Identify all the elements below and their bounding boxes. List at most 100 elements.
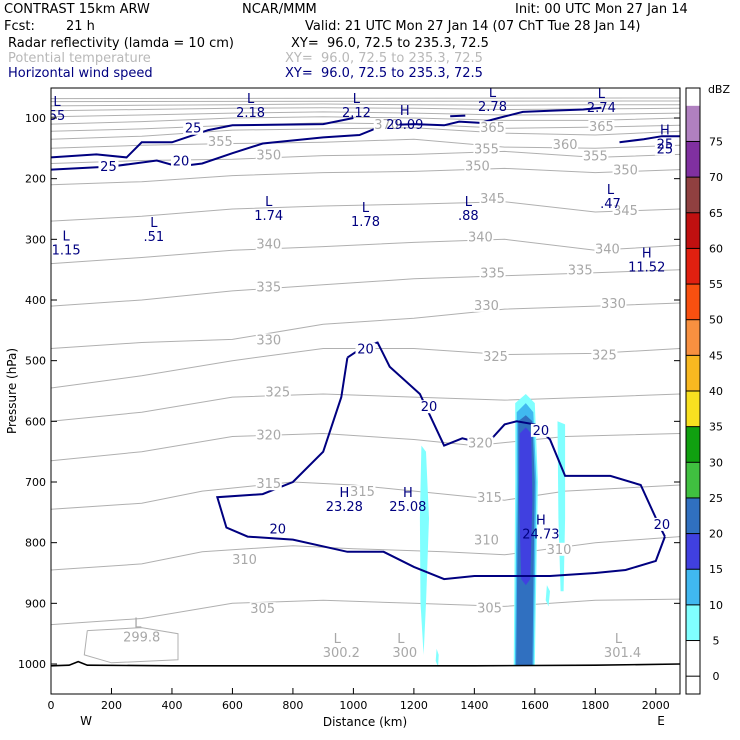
fcst-label: Fcst: [4,19,35,34]
theta-label-bg [594,242,621,256]
colorbar-swatch [686,248,700,285]
theta-label: 345 [480,192,505,207]
reflectivity-area [435,648,439,667]
colorbar-swatch [686,533,700,570]
colorbar-swatch [686,319,700,356]
model-title: CONTRAST 15km ARW [4,2,150,17]
theta-label: 345 [613,204,638,219]
axes: 100 200 300 400 500 600 700 800 900 1000 0 200 400 60… [18,112,680,712]
reflectivity-area [557,421,566,592]
theta-label-bg [255,477,282,491]
wind-contour [450,114,466,118]
x-tick-label: 200 [101,699,122,712]
theta-label-bg [255,237,282,251]
theta-label: 310 [474,534,499,549]
wind-label: 20 [173,155,190,170]
colorbar: dBZ 0 5 10 15 20 25 30 35 40 45 50 55 60 65 70 75 [685,83,730,695]
extremum-value: .51 [143,230,164,245]
colorbar-swatch [686,141,700,178]
terrain-line [51,660,680,667]
theta-label-bg [546,542,573,556]
theta-label-bg [479,192,506,206]
extremum-type: L [362,201,370,216]
theta-label-bg [476,491,503,505]
extremum-type: L [598,87,606,102]
wind-label: 25 [100,160,117,175]
extremum-value: .88 [458,209,479,224]
y-tick-label: 300 [25,233,46,246]
theta-contour [51,536,680,571]
wind-label: 20 [270,523,287,538]
extremum-value: 11.52 [628,261,665,276]
colorbar-swatch [686,391,700,427]
theta-contour [51,116,680,125]
wind-label: 25 [657,142,674,157]
field-theta-name: Potential temperature [8,51,151,66]
colorbar-swatch [686,497,700,534]
theta-label-bg [249,602,276,616]
theta-label: 335 [480,267,505,282]
field-wind-name: Horizontal wind speed [8,66,153,81]
colorbar-swatch [686,105,700,142]
extremum-value: 29.09 [386,118,423,133]
extremum-value: 24.73 [522,527,559,542]
theta-contour [51,598,680,626]
colorbar-level-label: 5 [713,635,720,648]
x-left-end-label: W [80,714,92,728]
theta-label: 320 [468,437,493,452]
wind-label: 20 [533,424,550,439]
theta-label: 310 [547,543,572,558]
potential-temperature-contours [51,97,680,664]
reflectivity-area [545,585,550,607]
theta-label: 355 [583,150,608,165]
theta-contour [51,393,680,422]
theta-label-bg [467,436,494,450]
surface-label: 300.2 [323,646,360,661]
x-tick-label: 1400 [460,699,488,712]
theta-label-bg [476,601,503,615]
theta-label: 350 [256,148,281,163]
fcst-value: 21 h [66,19,95,34]
x-tick-label: 1600 [521,699,549,712]
colorbar-swatch [686,462,700,498]
colorbar-swatch [686,640,700,677]
x-tick-label: 1000 [339,699,367,712]
theta-label-bg [473,533,500,547]
y-tick-label: 900 [25,597,46,610]
theta-label: 330 [601,297,626,312]
theta-label: 335 [256,281,281,296]
theta-label-bg [255,280,282,294]
theta-label-bg [373,118,400,132]
extremum-type: L [465,195,473,210]
field-reflectivity-name: Radar reflectivity (lamda = 10 cm) [8,36,234,51]
x-tick-label: 1200 [400,699,428,712]
theta-label: 320 [256,429,281,444]
wind-label-bg [530,423,551,437]
colorbar-swatch [686,177,700,213]
wind-contour [619,135,680,144]
theta-label-bg [612,204,639,218]
theta-label-bg [600,297,627,311]
theta-label-bg [349,485,376,499]
theta-label: 370 [374,118,399,133]
x-tick-label: 0 [48,699,55,712]
theta-contour [51,238,680,265]
x-tick-label: 2000 [642,699,670,712]
surface-extremum-type: L [615,632,623,647]
wind-label: 20 [357,343,374,358]
theta-label-bg [207,135,234,149]
theta-label: 365 [480,121,505,136]
y-tick-label: 100 [25,112,46,125]
theta-label: 305 [477,602,502,617]
extremum-type: L [265,195,273,210]
extremum-type: L [489,86,497,101]
theta-label-bg [255,148,282,162]
x-tick-label: 800 [282,699,303,712]
extremum-type: L [150,216,158,231]
theta-label-bg [479,266,506,280]
y-tick-label: 1000 [18,658,46,671]
theta-contour [51,122,680,132]
theta-contour [51,167,680,186]
